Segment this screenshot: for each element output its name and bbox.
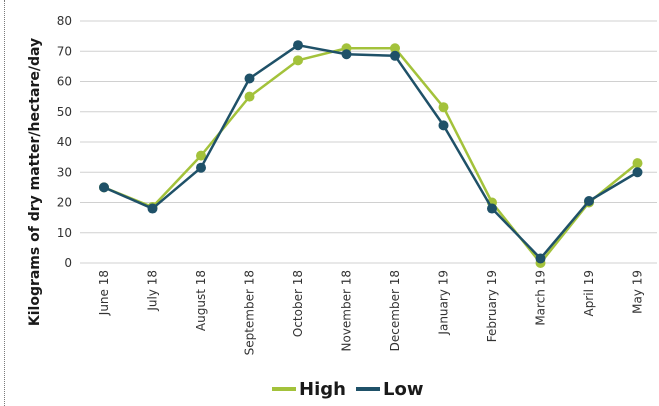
x-tick-label: February 19 [485, 270, 499, 342]
data-point-high [632, 158, 643, 169]
y-tick-label: 30 [57, 165, 72, 179]
x-tick-label: December 18 [388, 270, 402, 351]
y-tick-label: 0 [64, 256, 72, 270]
x-tick-label: September 18 [243, 270, 257, 355]
y-tick-labels: 0 10 20 30 40 50 60 70 80 [57, 14, 72, 270]
data-point-low [487, 203, 497, 214]
y-tick-label: 80 [57, 14, 72, 28]
data-point-low [535, 253, 546, 264]
x-tick-label: October 18 [291, 270, 305, 337]
y-tick-label: 40 [57, 135, 72, 149]
x-tick-label: August 18 [194, 270, 208, 331]
x-tick-label: July 18 [146, 270, 160, 312]
data-point-low [99, 182, 109, 193]
legend: High Low [272, 379, 423, 400]
data-point-high [244, 91, 255, 102]
x-tick-label: November 18 [340, 270, 354, 352]
series-lines [99, 40, 643, 268]
y-axis-label: Kilograms of dry matter/hectare/day [27, 38, 43, 326]
x-tick-label: January 19 [437, 270, 451, 336]
data-point-low [584, 195, 594, 206]
data-point-low [147, 203, 158, 214]
x-tick-label: April 19 [582, 270, 596, 317]
series-line-high [103, 46, 639, 265]
x-tick-label: March 19 [534, 270, 548, 326]
y-tick-label: 50 [57, 105, 72, 119]
data-point-high [390, 43, 400, 54]
y-tick-label: 60 [57, 75, 72, 89]
data-point-high [293, 55, 303, 66]
y-tick-label: 20 [57, 196, 72, 210]
legend-label-low: Low [383, 379, 423, 400]
x-tick-labels: June 18 July 18 August 18 September 18 Octob… [97, 270, 645, 355]
series-line-low [103, 43, 639, 260]
y-tick-label: 10 [57, 226, 72, 240]
data-point-low [632, 167, 643, 178]
x-tick-label: May 19 [631, 270, 645, 314]
data-point-low [244, 73, 255, 84]
data-point-low [438, 120, 449, 131]
data-point-low [341, 49, 352, 60]
data-point-low [390, 50, 400, 61]
y-tick-label: 70 [57, 44, 72, 58]
data-point-low [196, 162, 206, 173]
page-left-border [4, 0, 5, 406]
x-tick-label: June 18 [97, 270, 111, 316]
data-point-high [438, 102, 449, 113]
data-point-high [196, 150, 206, 161]
legend-label-high: High [299, 379, 346, 400]
data-point-low [293, 40, 303, 51]
